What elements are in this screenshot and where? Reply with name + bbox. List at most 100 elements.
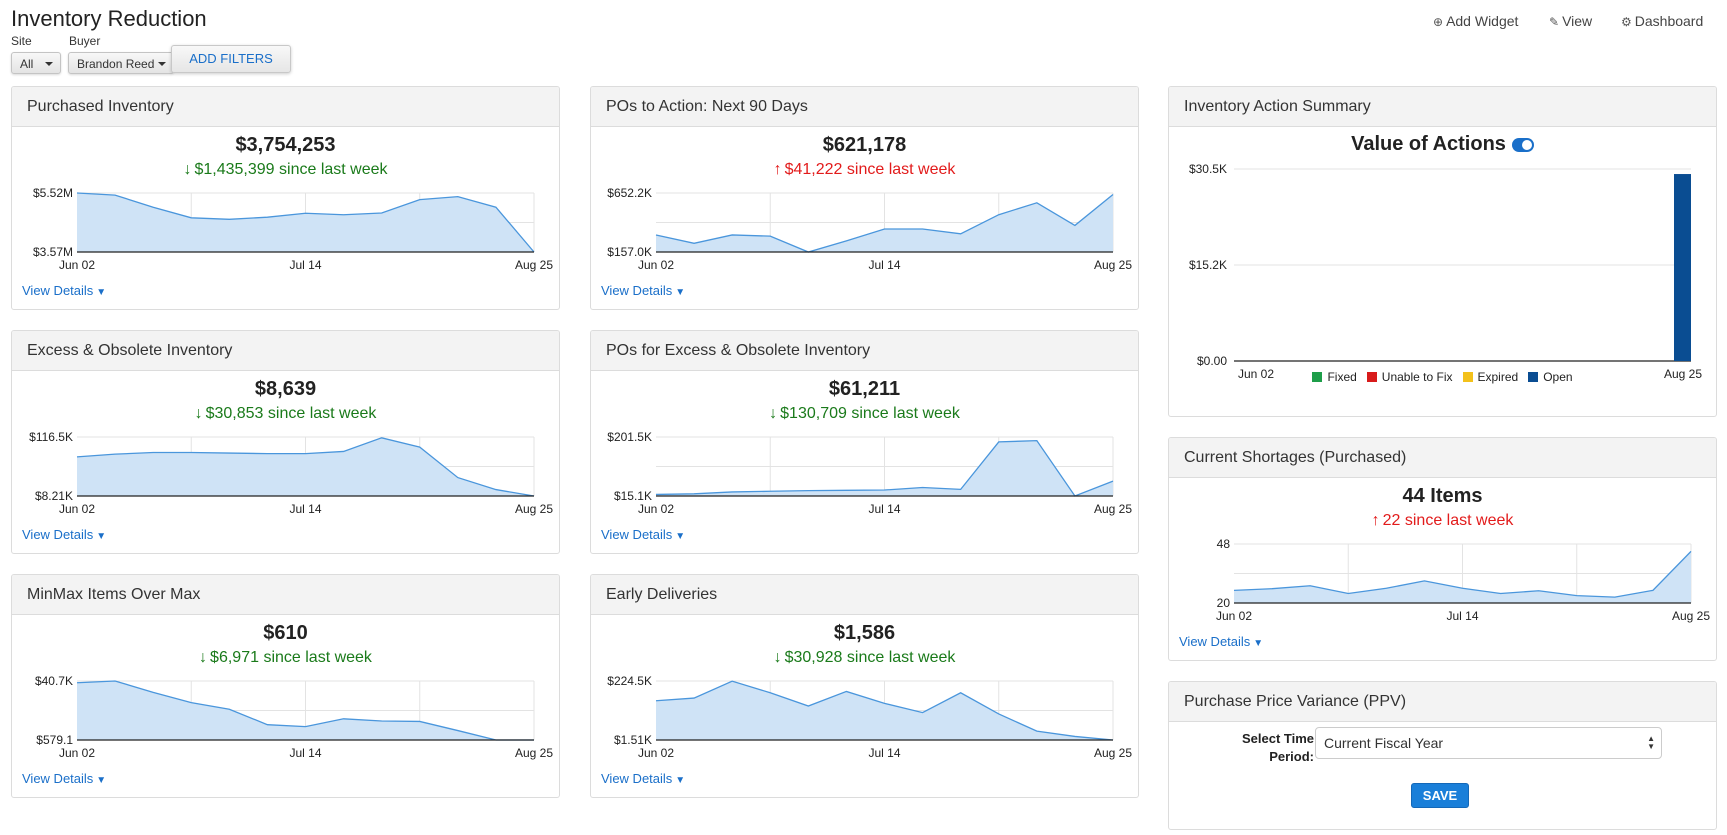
legend-item[interactable]: Open [1528,370,1573,384]
toggle-switch[interactable] [1511,137,1534,152]
legend-swatch [1312,372,1323,382]
widget-title: Purchase Price Variance (PPV) [1169,682,1716,722]
view-button[interactable]: ✎ View [1549,13,1592,29]
legend-label: Open [1543,370,1573,384]
x-tick-label: Jul 14 [1446,609,1478,623]
change-amount: $1,435,399 [194,161,275,178]
view-details-label: View Details [22,771,94,786]
y-min-label: $8.21K [35,489,73,503]
x-tick-label: Jun 02 [59,502,95,516]
change-amount: 22 [1382,512,1401,529]
change-amount: $6,971 [210,649,259,666]
y-max-label: $224.5K [607,674,652,688]
kpi-change: ↓ $130,709 since last week [591,405,1138,423]
kpi-value: $1,586 [833,622,896,644]
kpi-change: ↓ $30,853 since last week [12,405,559,423]
change-amount: $30,928 [784,649,843,666]
legend-item[interactable]: Unable to Fix [1366,370,1453,384]
series-area [77,193,534,252]
change-amount: $130,709 [780,405,847,422]
kpi-value: $3,754,253 [235,134,336,156]
trend-arrow-icon: ↓ [199,649,208,666]
widget-pos-excess-obsolete: POs for Excess & Obsolete Inventory $61,2… [590,330,1139,554]
widget-title: Purchased Inventory [12,87,559,127]
widget-title: Inventory Action Summary [1169,87,1716,127]
trend-arrow-icon: ↓ [773,649,782,666]
view-details-link[interactable]: View Details ▼ [601,527,685,542]
save-button[interactable]: SAVE [1411,783,1469,808]
series-area [77,681,534,740]
view-details-label: View Details [601,283,673,298]
series-area [656,440,1113,496]
x-tick-label: Aug 25 [1664,367,1702,381]
site-select[interactable]: All [11,52,61,74]
y-max-label: $652.2K [607,186,652,200]
kpi-value: $610 [263,622,308,644]
y-min-label: $157.0K [607,245,652,259]
legend-item[interactable]: Expired [1462,370,1518,384]
change-amount: $30,853 [205,405,264,422]
change-amount: $41,222 [784,161,843,178]
change-suffix: since last week [279,161,388,178]
series-line [655,439,1114,497]
view-details-link[interactable]: View Details ▼ [601,283,685,298]
widget-title: Current Shortages (Purchased) [1169,438,1716,478]
view-details-label: View Details [22,527,94,542]
x-tick-label: Jul 14 [868,746,900,760]
view-details-link[interactable]: View Details ▼ [22,283,106,298]
view-details-link[interactable]: View Details ▼ [22,771,106,786]
kpi-value: $61,211 [828,378,901,400]
chart-legend: Fixed Unable to Fix Expired Open [1169,370,1716,384]
add-filters-button[interactable]: ADD FILTERS [171,45,291,73]
time-period-value: Current Fiscal Year [1324,735,1444,751]
chevron-down-icon: ▼ [96,531,107,542]
view-details-link[interactable]: View Details ▼ [1179,634,1263,649]
x-tick-label: Jun 02 [638,502,674,516]
y-max-label: $40.7K [35,674,73,688]
widget-inventory-action-summary: Inventory Action Summary Value of Action… [1168,86,1717,417]
x-tick-label: Jun 02 [1216,609,1252,623]
y-min-label: 20 [1217,596,1231,610]
y-tick-label: $30.5K [1189,162,1227,176]
x-tick-label: Jun 02 [59,746,95,760]
add-widget-button[interactable]: ⊕ Add Widget [1433,13,1518,29]
kpi-value: $8,639 [254,378,317,400]
x-tick-label: Aug 25 [515,258,553,272]
trend-arrow-icon: ↑ [773,161,782,178]
view-details-link[interactable]: View Details ▼ [22,527,106,542]
widget-ppv: Purchase Price Variance (PPV) Select Tim… [1168,681,1717,830]
series-area [1234,551,1691,603]
widget-title: Early Deliveries [591,575,1138,615]
site-filter-label: Site [11,34,32,48]
legend-item[interactable]: Fixed [1312,370,1357,384]
chevron-down-icon: ▼ [96,775,107,786]
widget-pos-to-action: POs to Action: Next 90 Days $621,178 ↑ $41,… [590,86,1139,310]
bar-open [1674,174,1691,361]
time-period-select[interactable]: Current Fiscal Year ▲ ▼ [1315,727,1662,759]
chevron-down-icon: ▼ [1253,638,1264,649]
series-line [655,680,1114,741]
change-suffix: since last week [263,649,372,666]
view-details-link[interactable]: View Details ▼ [601,771,685,786]
dashboard-button[interactable]: ⚙ Dashboard [1621,13,1703,29]
y-max-label: 48 [1217,537,1231,551]
time-period-label: Select Time Period: [1241,731,1314,764]
view-details-label: View Details [22,283,94,298]
plus-circle-icon: ⊕ [1433,15,1444,29]
trend-arrow-icon: ↓ [194,405,203,422]
view-details-label: View Details [1179,634,1251,649]
x-tick-label: Jul 14 [289,746,321,760]
caret-down-icon [45,62,53,66]
buyer-select[interactable]: Brandon Reed [68,52,174,74]
series-line [76,192,535,253]
select-arrows-icon: ▲ ▼ [1647,734,1655,751]
view-label: View [1562,13,1593,29]
kpi-change: ↓ $1,435,399 since last week [12,161,559,179]
kpi-value: 44 Items [1402,485,1483,507]
x-tick-label: Jul 14 [289,502,321,516]
y-max-label: $201.5K [607,430,652,444]
x-tick-label: Aug 25 [515,746,553,760]
